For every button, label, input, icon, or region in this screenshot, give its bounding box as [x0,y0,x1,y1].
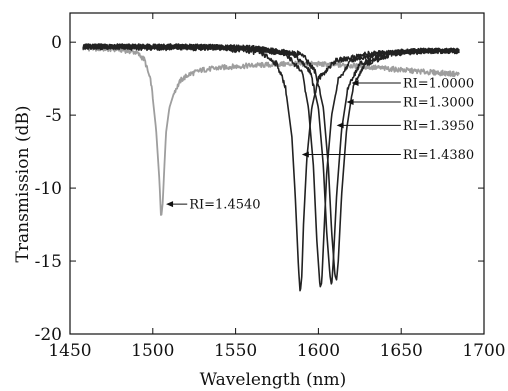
annotation-arrowhead [166,201,174,208]
y-tick-label: -15 [35,252,62,272]
x-tick-label: 1550 [214,341,257,361]
annotation-label: RI=1.3000 [403,96,474,111]
y-tick-label: -5 [45,106,62,126]
x-tick-label: 1650 [380,341,423,361]
x-tick-label: 1700 [462,341,505,361]
annotation-label: RI=1.3950 [403,119,474,134]
annotation-label: RI=1.0000 [403,77,474,92]
series-line [82,43,460,281]
x-tick-label: 1450 [48,341,91,361]
annotation-arrowhead [351,80,359,87]
annotation-arrowhead [301,151,309,158]
annotation-layer: RI=1.0000 RI=1.3000 RI=1.3950 RI=1.4380 RI=1… [166,77,474,213]
x-tick-label: 1600 [297,341,340,361]
annotation-label: RI=1.4380 [403,148,474,163]
axis-layer: 1450 1500 1550 1600 1650 1700 0 -5 -10 -15 -20 [35,12,506,361]
y-axis-label: Transmission (dB) [13,106,33,263]
y-tick-label: -20 [35,325,62,345]
y-tick-label: 0 [51,33,62,53]
annotation-arrowhead [346,99,354,106]
series-layer [82,43,460,292]
y-tick-label: -10 [35,179,62,199]
series-line [82,45,460,216]
plot-frame [69,12,485,335]
x-tick-label: 1500 [131,341,174,361]
annotation-label: RI=1.4540 [189,198,260,213]
annotation-arrowhead [336,122,344,129]
x-axis-label: Wavelength (nm) [200,370,347,390]
